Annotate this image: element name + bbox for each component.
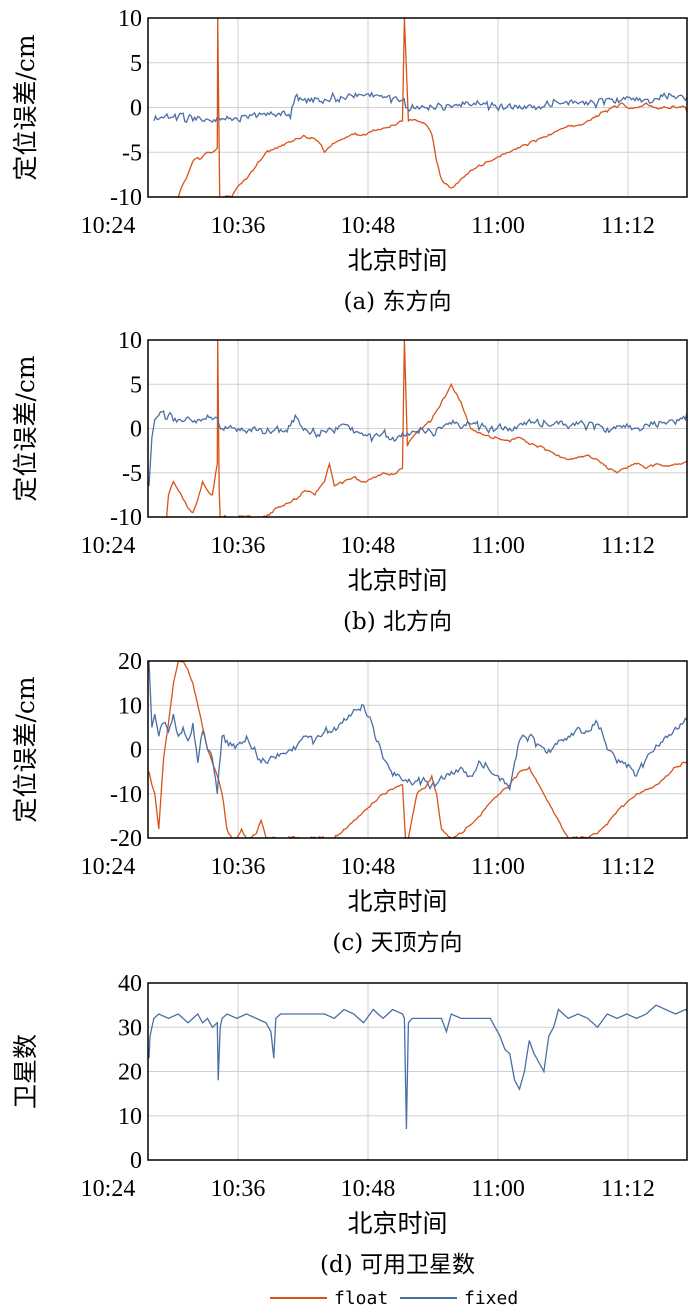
series-line-fixed — [148, 661, 687, 794]
x-tick-label: 11:00 — [471, 1176, 525, 1202]
y-axis-label: 定位误差/cm — [11, 34, 40, 180]
x-axis-label: 北京时间 — [347, 566, 447, 595]
x-tick-label: 11:12 — [601, 213, 655, 239]
y-tick-label: 30 — [118, 1015, 142, 1041]
x-tick-label: 10:24 — [81, 854, 136, 880]
x-tick-label: 11:12 — [601, 1176, 655, 1202]
y-tick-label: 10 — [118, 693, 142, 719]
y-tick-label: 20 — [118, 1060, 142, 1086]
x-axis-label: 北京时间 — [347, 1209, 447, 1238]
y-tick-label: -20 — [110, 826, 142, 852]
y-tick-label: 5 — [130, 372, 142, 398]
panel-satellites: 40 30 20 10 010:24 10:36 10:48 11:00 11:12 北京时间 卫星… — [11, 971, 688, 1278]
x-tick-label: 10:48 — [341, 1176, 396, 1202]
y-tick-label: 10 — [118, 6, 142, 32]
x-axis-label: 北京时间 — [347, 246, 447, 275]
x-tick-label: 10:24 — [81, 533, 136, 559]
y-axis-label: 卫星数 — [11, 1034, 40, 1109]
plot-frame — [147, 982, 688, 1161]
x-tick-label: 11:12 — [601, 533, 655, 559]
x-tick-label: 11:12 — [601, 854, 655, 880]
x-tick-label: 11:00 — [471, 533, 525, 559]
series-line-float — [148, 661, 687, 838]
y-tick-label: 0 — [130, 738, 142, 764]
x-tick-label: 10:24 — [81, 1176, 136, 1202]
series-line-fixed — [153, 91, 687, 124]
x-tick-label: 11:00 — [471, 854, 525, 880]
plot-frame — [147, 660, 688, 839]
legend: float fixed — [270, 1288, 518, 1309]
x-tick-label: 10:36 — [211, 1176, 266, 1202]
y-tick-label: 40 — [118, 971, 142, 997]
panel-caption: (c) 天顶方向 — [332, 930, 462, 956]
y-tick-label: 5 — [130, 51, 142, 77]
plot-frame — [147, 17, 688, 198]
grid — [148, 983, 687, 1160]
y-tick-label: 10 — [118, 1104, 142, 1130]
y-tick-label: -10 — [110, 505, 142, 531]
y-tick-label: 0 — [130, 96, 142, 122]
series-line-fixed — [148, 1004, 687, 1130]
series-line-float — [177, 18, 687, 197]
y-tick-label: 0 — [130, 417, 142, 443]
x-tick-label: 10:24 — [81, 213, 136, 239]
series-line-float — [165, 340, 687, 517]
y-tick-label: 10 — [118, 328, 142, 354]
x-axis-label: 北京时间 — [347, 887, 447, 916]
panel-caption: (a) 东方向 — [344, 289, 452, 315]
y-tick-label: 0 — [130, 1148, 142, 1174]
y-tick-label: -5 — [122, 461, 142, 487]
y-tick-label: -10 — [110, 782, 142, 808]
panel-caption: (b) 北方向 — [343, 609, 452, 635]
grid — [148, 340, 687, 517]
legend-float-label: float — [334, 1288, 388, 1309]
x-tick-label: 11:00 — [471, 213, 525, 239]
y-tick-label: -5 — [122, 140, 142, 166]
x-tick-label: 10:36 — [211, 533, 266, 559]
x-tick-label: 10:36 — [211, 213, 266, 239]
grid — [148, 661, 687, 838]
x-tick-label: 10:36 — [211, 854, 266, 880]
plot-frame — [147, 339, 688, 518]
y-axis-label: 定位误差/cm — [11, 355, 40, 501]
legend-fixed-label: fixed — [464, 1288, 518, 1309]
y-tick-label: -10 — [110, 185, 142, 211]
x-tick-label: 10:48 — [341, 854, 396, 880]
y-tick-label: 20 — [118, 649, 142, 675]
series-line-fixed — [148, 410, 687, 487]
x-tick-label: 10:48 — [341, 213, 396, 239]
panel-caption: (d) 可用卫星数 — [320, 1252, 475, 1278]
y-axis-label: 定位误差/cm — [11, 676, 40, 822]
x-tick-label: 10:48 — [341, 533, 396, 559]
